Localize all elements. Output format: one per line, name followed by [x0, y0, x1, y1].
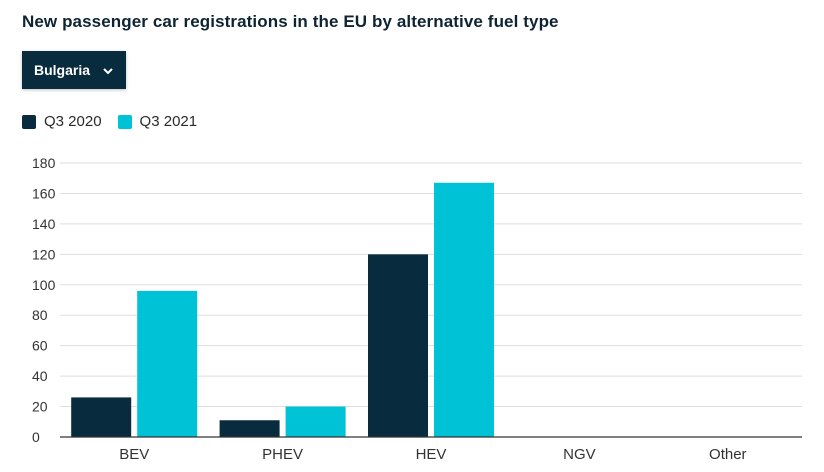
legend-swatch — [117, 114, 132, 129]
y-tick-label: 80 — [32, 307, 48, 323]
x-tick-label: PHEV — [262, 446, 303, 463]
y-tick-label: 100 — [32, 277, 56, 293]
y-tick-label: 180 — [32, 155, 56, 171]
chart-legend: Q3 2020 Q3 2021 — [22, 113, 213, 130]
chart-title: New passenger car registrations in the E… — [22, 12, 559, 31]
bar-phev-q3-2020[interactable] — [219, 420, 280, 437]
x-tick-label: BEV — [119, 446, 149, 463]
x-tick-label: NGV — [563, 446, 596, 463]
y-tick-label: 60 — [32, 338, 48, 354]
y-tick-label: 160 — [32, 185, 56, 201]
bar-bev-q3-2020[interactable] — [71, 397, 132, 437]
bar-phev-q3-2021[interactable] — [285, 406, 346, 437]
y-tick-label: 0 — [32, 429, 40, 445]
x-tick-label: HEV — [416, 446, 447, 463]
dropdown-selected-label: Bulgaria — [34, 62, 91, 78]
legend-swatch — [22, 114, 36, 129]
legend-item-q3-2020[interactable]: Q3 2020 — [22, 113, 102, 130]
y-tick-label: 120 — [32, 246, 56, 262]
bar-bev-q3-2021[interactable] — [137, 290, 198, 437]
chevron-down-icon — [102, 64, 114, 76]
legend-label: Q3 2021 — [139, 113, 198, 130]
legend-item-q3-2021[interactable]: Q3 2021 — [117, 113, 198, 130]
y-tick-label: 20 — [32, 399, 48, 415]
y-tick-label: 140 — [32, 216, 56, 232]
legend-label: Q3 2020 — [44, 113, 102, 130]
y-tick-label: 40 — [32, 368, 48, 384]
bar-hev-q3-2021[interactable] — [434, 182, 494, 437]
x-tick-label: Other — [709, 446, 747, 463]
bar-hev-q3-2020[interactable] — [368, 254, 428, 437]
country-dropdown[interactable]: Bulgaria — [22, 51, 126, 89]
